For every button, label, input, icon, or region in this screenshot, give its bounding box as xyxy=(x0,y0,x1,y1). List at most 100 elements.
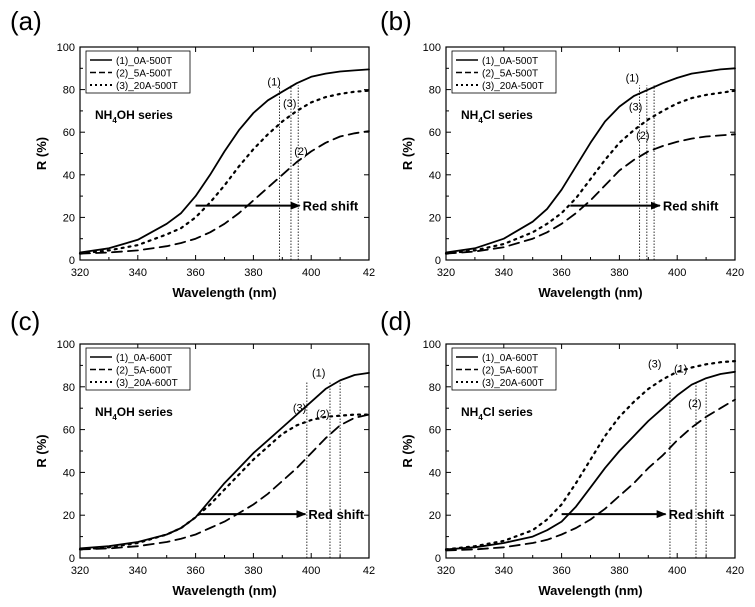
curve-label: (2) xyxy=(688,398,701,410)
legend-entry: (1)_0A-500T xyxy=(482,56,538,67)
x-axis-title: Wavelength (nm) xyxy=(538,583,642,598)
series-line xyxy=(445,370,736,551)
y-tick-label: 100 xyxy=(423,339,441,351)
y-tick-label: 40 xyxy=(63,170,75,182)
y-tick-label: 80 xyxy=(429,382,441,394)
x-tick-label: 400 xyxy=(302,565,320,577)
series-annotation: NH4Cl series xyxy=(461,405,533,422)
curve-label: (2) xyxy=(294,146,307,158)
legend-entry: (1)_0A-600T xyxy=(482,353,538,364)
curve-label: (1) xyxy=(626,72,639,84)
y-tick-label: 100 xyxy=(423,42,441,54)
legend-entry: (3)_20A-500T xyxy=(482,81,544,92)
legend-entry: (3)_20A-500T xyxy=(116,81,178,92)
curve-label: (2) xyxy=(636,130,649,142)
x-axis-title: Wavelength (nm) xyxy=(172,285,276,300)
y-tick-label: 0 xyxy=(69,255,75,267)
curve-label: (1) xyxy=(267,76,280,88)
chart-panel: (a)320 340 360 380 400 42020406080100Waveleng… xyxy=(10,6,375,300)
y-axis-title: R (%) xyxy=(400,434,415,467)
x-tick-label: 380 xyxy=(610,267,628,279)
chart-panel: (c)320 340 360 380 400 42020406080100Waveleng… xyxy=(10,306,375,598)
series-annotation: NH4Cl series xyxy=(461,108,533,125)
x-tick-label: 42 xyxy=(363,565,375,577)
x-tick-label: 380 xyxy=(244,267,262,279)
legend-entry: (2)_5A-500T xyxy=(116,69,172,80)
red-shift-label: Red shift xyxy=(663,199,719,214)
series-annotation: NH4OH series xyxy=(95,405,173,422)
curve-label: (3) xyxy=(283,98,296,110)
red-shift-label: Red shift xyxy=(308,507,364,522)
x-tick-label: 320 xyxy=(437,565,455,577)
y-tick-label: 20 xyxy=(63,212,75,224)
y-tick-label: 40 xyxy=(63,467,75,479)
y-tick-label: 60 xyxy=(429,425,441,437)
y-axis-title: R (%) xyxy=(34,434,49,467)
series-line xyxy=(445,67,736,254)
series-line xyxy=(78,89,371,255)
x-tick-label: 400 xyxy=(668,565,686,577)
series-line xyxy=(79,68,370,254)
x-axis-title: Wavelength (nm) xyxy=(172,583,276,598)
legend-entry: (1)_0A-500T xyxy=(116,56,172,67)
series-annotation: NH4OH series xyxy=(95,108,173,125)
panel-label: (a) xyxy=(10,6,42,36)
series-line xyxy=(444,360,737,551)
x-tick-label: 340 xyxy=(129,267,147,279)
curve-label: (2) xyxy=(316,408,329,420)
x-tick-label: 42 xyxy=(363,267,375,279)
y-tick-label: 0 xyxy=(69,553,75,565)
legend-entry: (2)_5A-500T xyxy=(482,69,538,80)
panel-label: (b) xyxy=(380,6,412,36)
y-tick-label: 100 xyxy=(57,339,75,351)
legend-entry: (3)_20A-600T xyxy=(116,378,178,389)
curve-label: (1) xyxy=(674,364,687,376)
chart-panel: (d) 320 340 360 380 400 420 0 20 40 60 80 100 Wavelen… xyxy=(380,306,744,598)
y-tick-label: 20 xyxy=(429,212,441,224)
legend-entry: (3)_20A-600T xyxy=(482,378,544,389)
x-tick-label: 320 xyxy=(71,565,89,577)
y-tick-label: 60 xyxy=(429,127,441,139)
panel-label: (d) xyxy=(380,306,412,336)
x-tick-label: 400 xyxy=(668,267,686,279)
red-shift-label: Red shift xyxy=(303,199,359,214)
x-tick-label: 360 xyxy=(552,565,570,577)
y-tick-label: 80 xyxy=(63,382,75,394)
x-tick-label: 320 xyxy=(437,267,455,279)
y-tick-label: 60 xyxy=(63,127,75,139)
panel-label: (c) xyxy=(10,306,40,336)
series-line xyxy=(445,398,736,552)
series-line xyxy=(444,89,737,255)
x-tick-label: 420 xyxy=(726,267,744,279)
y-axis-title: R (%) xyxy=(34,137,49,170)
x-tick-label: 340 xyxy=(129,565,147,577)
curve-label: (3) xyxy=(648,359,661,371)
y-tick-label: 0 xyxy=(435,255,441,267)
series-line xyxy=(79,413,370,551)
legend-entry: (2)_5A-600T xyxy=(116,366,172,377)
legend-entry: (2)_5A-600T xyxy=(482,366,538,377)
x-tick-label: 400 xyxy=(302,267,320,279)
x-tick-label: 340 xyxy=(495,267,513,279)
y-tick-label: 80 xyxy=(63,85,75,97)
red-shift-label: Red shift xyxy=(669,507,725,522)
series-line xyxy=(79,130,370,255)
y-tick-label: 40 xyxy=(429,170,441,182)
curve-label: (1) xyxy=(312,367,325,379)
chart-panel: (b) 320 340 360 380 400 420 0 20 40 60 80 100 Wavelen… xyxy=(380,6,744,300)
legend-entry: (1)_0A-600T xyxy=(116,353,172,364)
x-tick-label: 360 xyxy=(186,565,204,577)
curve-label: (3) xyxy=(629,101,642,113)
x-axis-title: Wavelength (nm) xyxy=(538,285,642,300)
x-tick-label: 360 xyxy=(186,267,204,279)
y-axis-title: R (%) xyxy=(400,137,415,170)
y-tick-label: 60 xyxy=(63,425,75,437)
y-tick-label: 80 xyxy=(429,85,441,97)
x-tick-label: 380 xyxy=(610,565,628,577)
x-tick-label: 340 xyxy=(495,565,513,577)
y-tick-label: 100 xyxy=(57,42,75,54)
x-tick-label: 360 xyxy=(552,267,570,279)
curve-label: (3) xyxy=(293,403,306,415)
y-tick-label: 20 xyxy=(429,510,441,522)
